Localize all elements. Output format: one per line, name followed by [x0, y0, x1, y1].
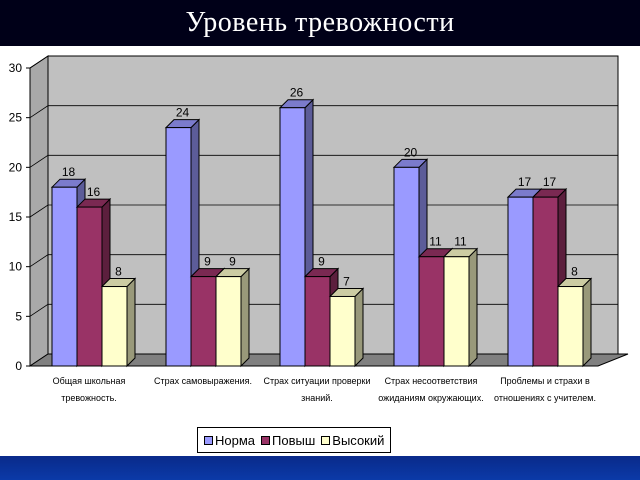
bar-front	[304, 276, 331, 367]
bar	[328, 287, 365, 368]
bar-front	[418, 256, 445, 367]
bar-side	[126, 277, 136, 368]
data-label: 11	[454, 235, 467, 249]
gridline	[29, 55, 618, 69]
y-tick-label: 10	[9, 260, 23, 274]
bar-front	[507, 196, 534, 367]
bar-chart: 0 5 10 15 20 25 30 18 16 8 24 9 9 26 9 7 20 11 11 17 17 8 Об…	[9, 55, 629, 403]
y-axis: 0 5 10 15 20 25 30	[9, 61, 31, 373]
legend-swatch	[321, 435, 331, 445]
bar-front	[215, 276, 242, 367]
category-label: знаний.	[301, 393, 333, 403]
data-label: 9	[318, 255, 325, 269]
data-label: 16	[87, 185, 101, 199]
y-tick-label: 15	[9, 210, 23, 224]
category-label: отношениях с учителем.	[494, 393, 596, 403]
data-label: 24	[176, 106, 190, 120]
legend-swatch	[261, 435, 271, 445]
bar-side	[354, 287, 364, 368]
legend-item: Повыш	[261, 433, 315, 448]
y-tick-label: 5	[15, 309, 22, 323]
gridline	[29, 105, 618, 118]
legend-item: Норма	[204, 433, 255, 448]
data-label: 9	[229, 255, 236, 269]
category-label: Общая школьная	[53, 376, 126, 386]
bar	[556, 277, 593, 368]
bar-front	[101, 286, 128, 367]
data-label: 20	[404, 145, 418, 159]
footer-band	[0, 456, 640, 480]
slide-title: Уровень тревожности	[0, 0, 640, 46]
bar-side	[468, 247, 478, 368]
bar-front	[532, 196, 559, 367]
bar-front	[51, 186, 78, 367]
bar-side	[240, 267, 250, 368]
bar-front	[443, 256, 470, 367]
bar-front	[557, 286, 584, 367]
legend-label: Норма	[215, 432, 256, 448]
data-label: 17	[518, 175, 532, 189]
bar-front	[165, 127, 192, 367]
data-label: 11	[429, 235, 442, 249]
data-label: 17	[543, 175, 557, 189]
bar	[392, 158, 429, 368]
legend-item: Высокий	[321, 433, 384, 448]
bar	[442, 247, 479, 368]
bar-front	[190, 276, 217, 367]
legend-label: Высокий	[332, 432, 385, 448]
category-label: Страх несоответствия	[385, 376, 478, 386]
data-label: 9	[204, 255, 211, 269]
data-label: 26	[290, 86, 304, 100]
data-label: 8	[571, 265, 578, 279]
y-tick-label: 30	[9, 61, 23, 75]
bar	[100, 277, 137, 368]
bar	[214, 267, 251, 368]
category-label: Страх ситуации проверки	[263, 376, 370, 386]
category-labels: Общая школьная тревожность. Страх самовыра…	[53, 376, 596, 403]
y-tick-label: 25	[9, 111, 23, 125]
chart-legend: Норма Повыш Высокий	[197, 427, 392, 453]
category-label: Проблемы и страхи в	[500, 376, 590, 386]
y-tick-label: 20	[9, 160, 23, 174]
data-label: 8	[115, 265, 122, 279]
bar-front	[329, 295, 356, 367]
gridline	[29, 204, 618, 218]
category-label: тревожность.	[61, 393, 117, 403]
data-labels: 18 16 8 24 9 9 26 9 7 20 11 11 17 17 8	[62, 86, 578, 289]
bar-front	[393, 166, 420, 367]
bar-front	[279, 107, 306, 367]
category-label: Страх самовыражения.	[154, 376, 252, 386]
data-label: 18	[62, 165, 76, 179]
category-label: ожиданиям окружающих.	[378, 393, 483, 403]
y-tick-label: 0	[15, 359, 22, 373]
data-label: 7	[343, 274, 350, 288]
bar	[75, 197, 112, 368]
chart-bars	[50, 98, 593, 368]
gridline	[29, 154, 618, 168]
legend-swatch	[204, 435, 213, 445]
bar-side	[582, 277, 592, 368]
legend-label: Повыш	[272, 432, 316, 448]
bar-front	[76, 206, 103, 367]
